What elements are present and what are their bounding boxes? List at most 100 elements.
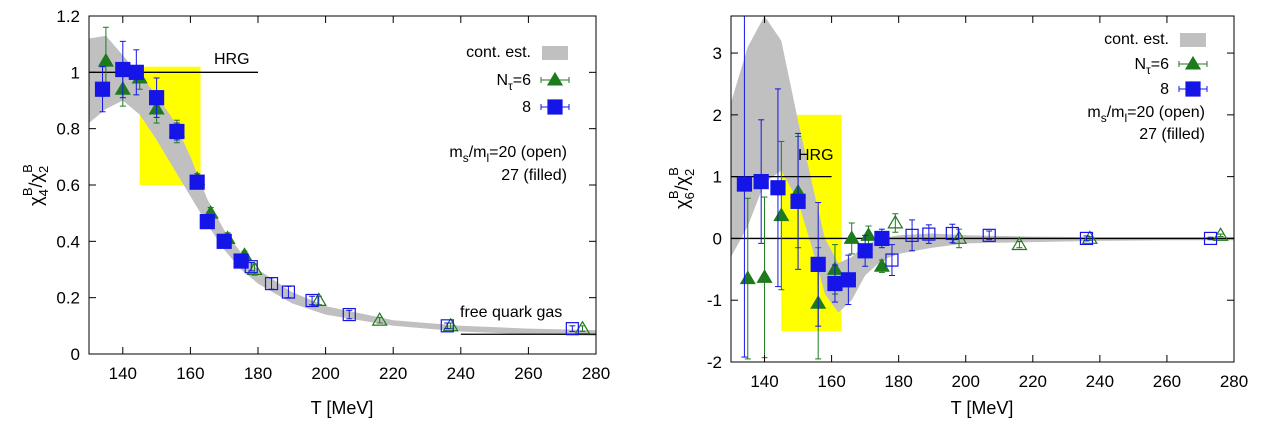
left-nt8-filled-point: [149, 77, 165, 118]
marker: [756, 269, 773, 283]
right-nt8-filled-point: [790, 132, 806, 270]
left-legend-ms-rest: =20 (open): [489, 144, 567, 161]
right-nt8-filled-point: [827, 264, 843, 303]
marker: [189, 174, 205, 190]
y-tick-label: 0.8: [56, 120, 80, 139]
marker: [874, 230, 890, 247]
marker: [264, 276, 279, 291]
left-hrg-label: HRG: [214, 51, 250, 68]
left-ylabel-num-sup: B: [20, 188, 35, 197]
marker: [440, 319, 454, 333]
marker: [281, 285, 296, 299]
right-nt8-filled-point: [736, 16, 753, 358]
right-nt8-filled-point: [857, 234, 873, 267]
left-nt8-open-point: [342, 307, 356, 322]
left-nt8-open-point: [440, 319, 454, 333]
marker: [922, 227, 936, 241]
marker: [790, 193, 806, 209]
right-nt8-open-point: [945, 223, 959, 244]
right-nt8-open-point: [922, 224, 936, 244]
left-nt8-open-point: [264, 276, 279, 291]
right-nt8-open-point: [905, 219, 919, 252]
svg-text:ms/ml=20 (open): ms/ml=20 (open): [1087, 104, 1205, 125]
y-tick-label: 1: [71, 63, 80, 82]
right-nt6-filled-point: [843, 222, 860, 255]
marker: [736, 176, 753, 192]
x-tick-label: 180: [244, 364, 272, 383]
left-nt8-open-point: [305, 293, 319, 308]
left-ylabel-num: χ: [26, 196, 46, 206]
right-nt8-filled-point: [770, 88, 786, 288]
left-nt8-filled-point: [115, 40, 131, 99]
legend-marker: [1185, 81, 1201, 97]
right-legend-nt8-label: 8: [1160, 81, 1169, 98]
marker: [950, 230, 968, 244]
right-ylabel-num-sup: B: [666, 191, 681, 200]
left-y-ticks: 0 0.2 0.4 0.6 0.8 1 1.2: [56, 7, 596, 364]
x-tick-label: 140: [750, 372, 778, 391]
right-nt8-open-point: [1079, 231, 1094, 246]
y-tick-label: 0: [71, 345, 80, 364]
right-nt6-filled-point: [756, 196, 773, 359]
right-legend-nt6-marker: [1178, 55, 1208, 70]
marker: [1079, 231, 1094, 246]
left-legend-filled-label: 27 (filled): [501, 167, 567, 184]
right-ylabel-den-sub: 2: [682, 169, 697, 176]
right-legend-band-swatch: [1180, 33, 1206, 47]
y-tick-label: 1: [713, 168, 722, 187]
y-tick-label: 2: [713, 106, 722, 125]
left-nt8-filled-point: [189, 174, 205, 190]
x-tick-label: 180: [884, 372, 912, 391]
left-ylabel-den: χ: [26, 172, 46, 182]
marker: [982, 228, 996, 242]
left-legend-nt8-marker: [540, 99, 570, 115]
left-legend-nt6-main: N: [496, 72, 508, 89]
marker: [860, 227, 877, 241]
right-nt6-open-point: [1011, 236, 1028, 251]
right-y-ticks: -2 -1 0 1 2 3: [707, 44, 1234, 372]
right-legend-nt8-marker: [1178, 81, 1208, 97]
y-tick-label: 3: [713, 44, 722, 63]
marker: [827, 275, 843, 292]
marker: [945, 226, 959, 241]
right-legend-ms-sub1: s: [1101, 111, 1107, 125]
left-nt6-open-point: [574, 320, 591, 335]
x-tick-label: 260: [1153, 372, 1181, 391]
x-tick-label: 200: [311, 364, 339, 383]
legend-marker: [546, 71, 564, 86]
marker: [857, 243, 873, 259]
right-legend-ms-main: m: [1087, 104, 1100, 121]
left-ylabel-den-sup: B: [20, 164, 35, 173]
x-tick-label: 220: [1019, 372, 1047, 391]
left-legend: cont. est. Nτ=6 8 ms/ml=20 (open) 27 (fi…: [449, 44, 570, 184]
marker: [1011, 236, 1028, 251]
left-nt6-open-point: [371, 312, 388, 326]
y-tick-label: 0.4: [56, 232, 80, 251]
left-legend-ms-slash: /m: [469, 144, 487, 161]
marker: [905, 228, 919, 242]
marker: [574, 320, 591, 335]
marker: [128, 64, 144, 80]
right-hrg-label: HRG: [798, 147, 834, 164]
marker: [94, 81, 111, 97]
marker: [1203, 231, 1218, 246]
left-nt8-filled-point: [169, 122, 185, 141]
right-legend-ms-rest: =20 (open): [1127, 104, 1205, 121]
y-tick-label: 0.6: [56, 176, 80, 195]
y-tick-label: 0: [713, 229, 722, 248]
marker: [770, 180, 786, 196]
left-plot-area: [89, 26, 596, 336]
left-legend-nt8-label: 8: [522, 99, 531, 116]
right-nt8-filled-point: [874, 228, 890, 249]
left-legend-band-label: cont. est.: [466, 44, 531, 61]
right-x-ticks: 140 160 180 200 220 240 260 280: [750, 16, 1248, 391]
x-tick-label: 240: [447, 364, 475, 383]
marker: [115, 61, 131, 78]
right-ylabel-den-sup: B: [666, 167, 681, 176]
left-nt8-filled-point: [128, 49, 144, 96]
right-data-points: [736, 16, 1229, 360]
x-tick-label: 200: [952, 372, 980, 391]
left-legend-nt6-rest: =6: [513, 72, 531, 89]
x-tick-label: 160: [817, 372, 845, 391]
marker: [244, 260, 258, 274]
